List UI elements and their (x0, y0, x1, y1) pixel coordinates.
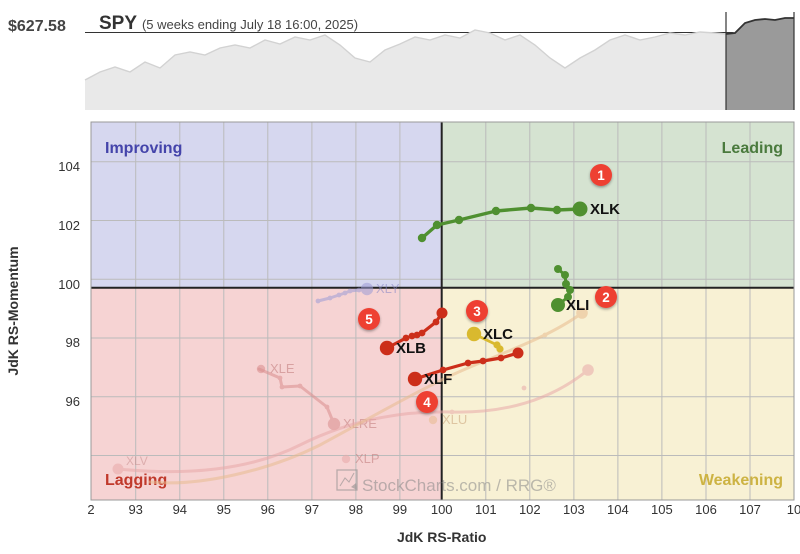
svg-text:Lagging: Lagging (105, 472, 167, 489)
svg-text:93: 93 (128, 502, 142, 517)
svg-text:102: 102 (58, 218, 80, 233)
svg-text:Improving: Improving (105, 140, 182, 157)
svg-text:XLU: XLU (442, 412, 467, 427)
svg-text:2: 2 (602, 290, 610, 305)
svg-text:104: 104 (607, 502, 629, 517)
svg-text:94: 94 (173, 502, 187, 517)
svg-text:2: 2 (87, 502, 94, 517)
svg-text:JdK RS-Momentum: JdK RS-Momentum (5, 246, 21, 375)
svg-text:3: 3 (473, 304, 481, 319)
svg-text:98: 98 (349, 502, 363, 517)
svg-text:5: 5 (365, 312, 373, 327)
svg-text:102: 102 (519, 502, 541, 517)
svg-text:StockCharts.com / RRG®: StockCharts.com / RRG® (362, 476, 556, 495)
svg-text:XLC: XLC (483, 326, 513, 343)
svg-text:96: 96 (66, 394, 80, 409)
svg-text:101: 101 (475, 502, 497, 517)
svg-text:JdK RS-Ratio: JdK RS-Ratio (397, 529, 486, 545)
svg-text:1: 1 (597, 168, 605, 183)
svg-text:95: 95 (217, 502, 231, 517)
svg-text:97: 97 (305, 502, 319, 517)
svg-text:100: 100 (58, 277, 80, 292)
svg-text:103: 103 (563, 502, 585, 517)
svg-text:105: 105 (651, 502, 673, 517)
svg-text:Weakening: Weakening (699, 472, 783, 489)
svg-text:96: 96 (261, 502, 275, 517)
svg-text:98: 98 (66, 335, 80, 350)
svg-text:XLP: XLP (355, 451, 380, 466)
svg-text:10: 10 (787, 502, 800, 517)
svg-text:XLF: XLF (424, 371, 452, 388)
svg-text:99: 99 (393, 502, 407, 517)
svg-text:XLK: XLK (590, 201, 620, 218)
svg-text:107: 107 (739, 502, 761, 517)
svg-text:XLV: XLV (126, 454, 148, 468)
svg-text:Leading: Leading (722, 140, 783, 157)
svg-text:4: 4 (423, 395, 431, 410)
svg-text:104: 104 (58, 159, 80, 174)
svg-text:106: 106 (695, 502, 717, 517)
svg-text:XLI: XLI (566, 297, 589, 314)
svg-text:XLY: XLY (376, 281, 400, 296)
svg-text:XLB: XLB (396, 340, 426, 357)
svg-text:100: 100 (431, 502, 453, 517)
